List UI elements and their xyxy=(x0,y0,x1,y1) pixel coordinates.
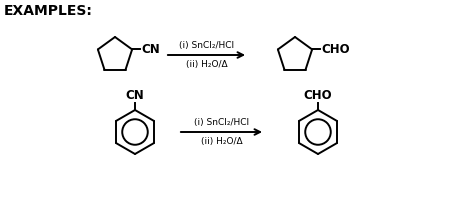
Text: (ii) H₂O/Δ: (ii) H₂O/Δ xyxy=(186,60,228,69)
Text: (i) SnCl₂/HCl: (i) SnCl₂/HCl xyxy=(194,118,249,127)
Text: EXAMPLES:: EXAMPLES: xyxy=(4,4,93,18)
Text: CN: CN xyxy=(141,43,160,56)
Text: CHO: CHO xyxy=(321,43,350,56)
Text: (ii) H₂O/Δ: (ii) H₂O/Δ xyxy=(201,137,242,146)
Text: CHO: CHO xyxy=(304,89,332,102)
Text: CN: CN xyxy=(126,89,145,102)
Text: (i) SnCl₂/HCl: (i) SnCl₂/HCl xyxy=(179,41,234,50)
